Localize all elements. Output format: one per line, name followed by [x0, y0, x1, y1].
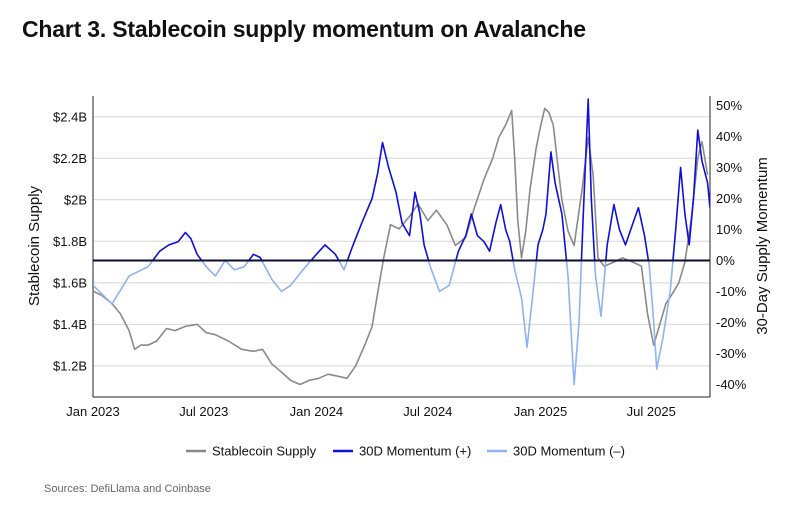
x-tick-label: Jul 2023	[179, 404, 228, 419]
y2-axis-title: 30-Day Supply Momentum	[754, 157, 771, 335]
y2-tick-label: 30%	[716, 160, 742, 175]
y2-tick-label: -40%	[716, 377, 747, 392]
y-tick-label: $2.2B	[53, 151, 87, 166]
x-tick-label: Jul 2025	[627, 404, 676, 419]
y-tick-label: $1.2B	[53, 358, 87, 373]
y2-tick-label: 40%	[716, 129, 742, 144]
grid-lines	[93, 116, 710, 367]
supply-line	[92, 107, 709, 386]
momentum-negative-line	[93, 260, 674, 386]
series-lines	[92, 98, 710, 386]
y-axis-title: Stablecoin Supply	[26, 185, 43, 306]
legend: Stablecoin Supply 30D Momentum (+) 30D Mom…	[186, 444, 625, 459]
legend-label: 30D Momentum (+)	[359, 444, 471, 459]
y-tick-label: $1.6B	[53, 275, 87, 290]
source-note: Sources: DefiLlama and Coinbase	[44, 483, 211, 495]
y2-tick-label: 0%	[716, 253, 735, 268]
y-tick-label: $2B	[64, 192, 87, 207]
y-tick-label: $1.4B	[53, 317, 87, 332]
chart-axes	[92, 96, 711, 398]
legend-label: 30D Momentum (–)	[513, 444, 625, 459]
x-tick-label: Jul 2024	[403, 404, 452, 419]
y2-tick-label: 10%	[716, 222, 742, 237]
y-tick-label: $2.4B	[53, 109, 87, 124]
y2-tick-label: -30%	[716, 346, 747, 361]
y-tick-label: $1.8B	[53, 234, 87, 249]
legend-label: Stablecoin Supply	[212, 444, 317, 459]
y2-tick-label: -10%	[716, 284, 747, 299]
x-tick-label: Jan 2023	[66, 404, 120, 419]
chart-title: Chart 3. Stablecoin supply momentum on A…	[22, 16, 586, 42]
momentum-positive-line	[151, 98, 710, 261]
x-tick-label: Jan 2024	[290, 404, 344, 419]
y2-tick-label: 50%	[716, 98, 742, 113]
tick-labels: $1.2B $1.4B $1.6B $1.8B $2B $2.2B $2.4B -40% -30…	[53, 98, 747, 419]
y2-tick-label: -20%	[716, 315, 747, 330]
x-tick-label: Jan 2025	[514, 404, 568, 419]
y2-tick-label: 20%	[716, 191, 742, 206]
